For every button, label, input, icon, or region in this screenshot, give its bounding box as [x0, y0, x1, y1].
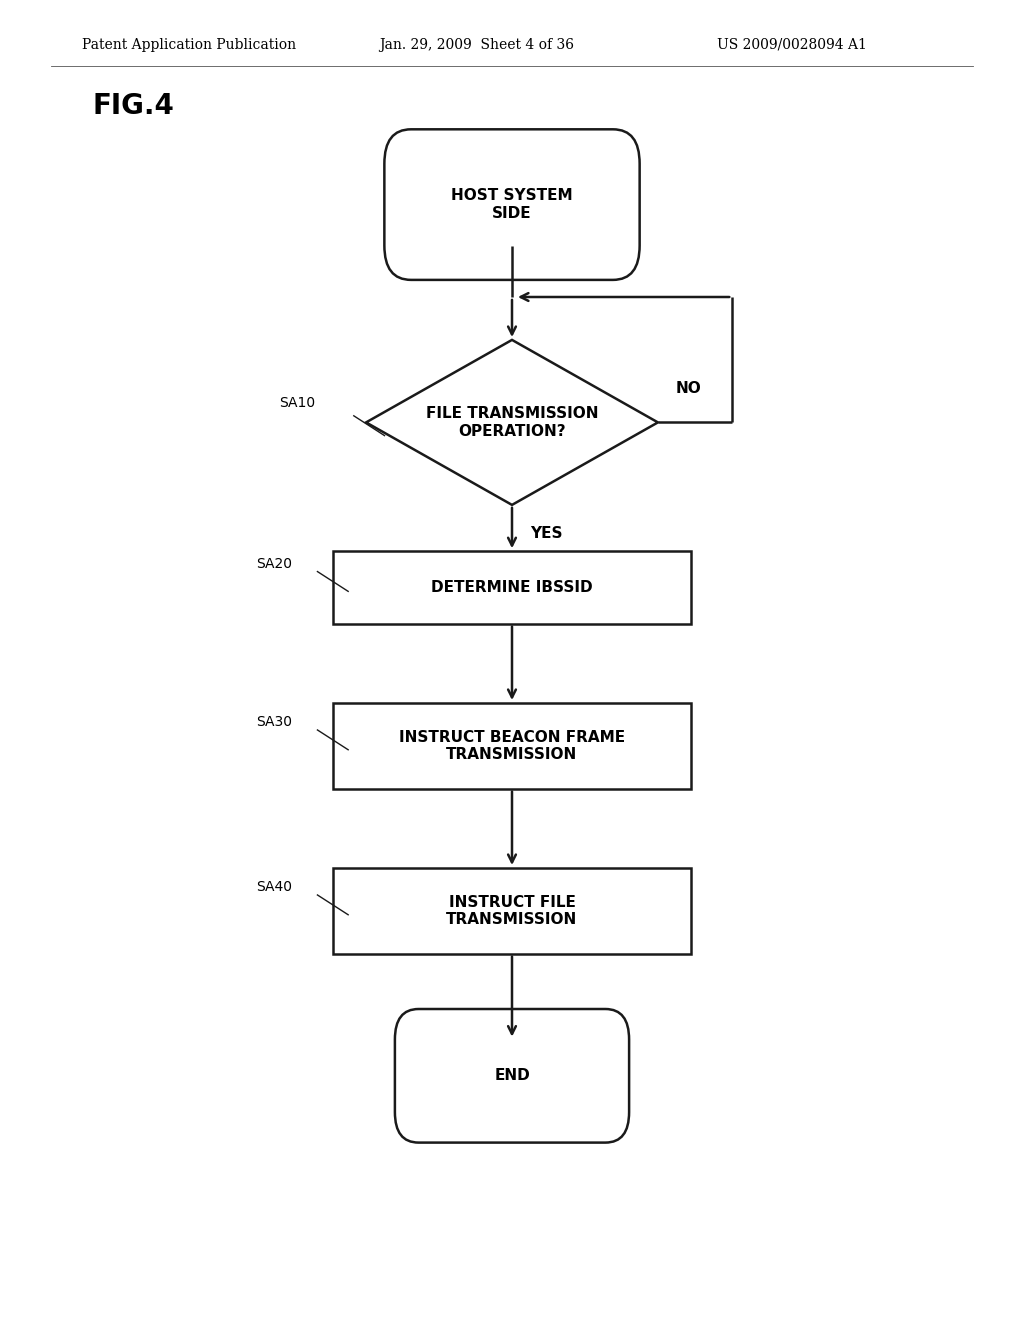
Text: SA20: SA20 — [256, 557, 292, 570]
Text: SA40: SA40 — [256, 880, 292, 894]
Text: INSTRUCT FILE
TRANSMISSION: INSTRUCT FILE TRANSMISSION — [446, 895, 578, 927]
Text: Patent Application Publication: Patent Application Publication — [82, 38, 296, 51]
Text: Jan. 29, 2009  Sheet 4 of 36: Jan. 29, 2009 Sheet 4 of 36 — [379, 38, 573, 51]
FancyBboxPatch shape — [395, 1008, 629, 1143]
Polygon shape — [367, 339, 657, 504]
Text: YES: YES — [530, 527, 563, 541]
Bar — [333, 552, 691, 623]
Text: FILE TRANSMISSION
OPERATION?: FILE TRANSMISSION OPERATION? — [426, 407, 598, 438]
Bar — [333, 704, 691, 789]
Text: HOST SYSTEM
SIDE: HOST SYSTEM SIDE — [452, 189, 572, 220]
Text: SA10: SA10 — [279, 396, 315, 409]
Text: US 2009/0028094 A1: US 2009/0028094 A1 — [717, 38, 866, 51]
FancyBboxPatch shape — [384, 129, 640, 280]
Text: SA30: SA30 — [256, 715, 292, 729]
Bar — [333, 869, 691, 953]
Text: NO: NO — [676, 381, 701, 396]
Text: DETERMINE IBSSID: DETERMINE IBSSID — [431, 579, 593, 595]
Text: END: END — [495, 1068, 529, 1084]
Text: INSTRUCT BEACON FRAME
TRANSMISSION: INSTRUCT BEACON FRAME TRANSMISSION — [399, 730, 625, 762]
Text: FIG.4: FIG.4 — [92, 91, 174, 120]
